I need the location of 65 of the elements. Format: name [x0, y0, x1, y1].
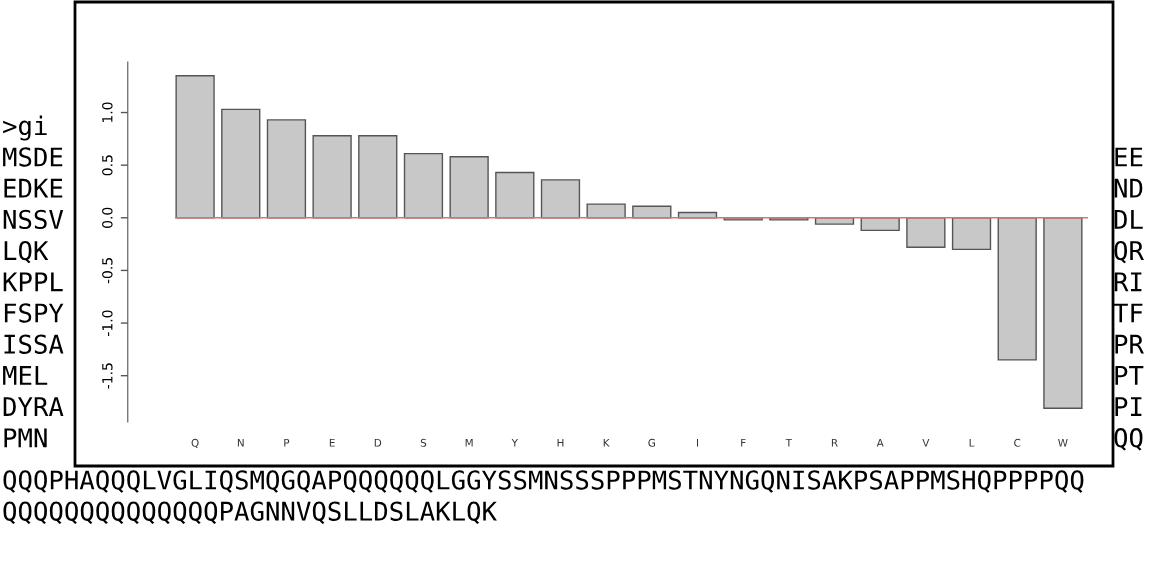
x-tick-label: Y — [511, 438, 519, 447]
x-tick-label: D — [374, 438, 382, 447]
text: FSPY — [4, 303, 64, 323]
x-tick-label: V — [922, 438, 930, 447]
bar — [997, 217, 1037, 361]
x-tick-label: A — [876, 438, 884, 447]
x-tick-label: W — [1058, 438, 1068, 447]
x-tick-label: C — [1014, 438, 1021, 447]
bar — [403, 152, 444, 219]
x-tick-label: T — [785, 438, 793, 447]
text: QQQQQQQQQQQQQQPAGNNVQSLLDSLAKLQK — [3, 501, 497, 524]
y-tick-label: 1.0 — [102, 102, 113, 123]
bar — [358, 134, 398, 219]
text: NSSV — [3, 209, 64, 230]
bar — [312, 134, 352, 219]
text: ND — [1114, 178, 1143, 198]
x-tick-label: E — [329, 438, 335, 447]
text: TF — [1113, 303, 1143, 323]
text: LQK — [4, 240, 49, 264]
x-tick-label: L — [969, 438, 975, 447]
bar — [266, 119, 307, 219]
bar — [449, 156, 489, 219]
y-tick-label: 0.0 — [102, 207, 113, 228]
y-tick-label: -1.5 — [102, 363, 113, 389]
x-tick-label: H — [557, 438, 564, 447]
bar — [495, 171, 535, 219]
text: QQ — [1114, 428, 1143, 451]
text: >gi — [3, 115, 47, 141]
text: ISSA — [4, 334, 64, 354]
text: EDKE — [4, 178, 63, 198]
bar — [175, 74, 215, 219]
text: QQQPHAQQQLVGLIQSMQGQAPQQQQQQLGGYSSMNSSSPPPMSTNYNGQNISAKPSAPPMSHQPPPPQQ — [3, 470, 1084, 493]
text: PI — [1115, 397, 1142, 416]
bar — [860, 217, 900, 232]
text: DL — [1114, 210, 1143, 229]
x-tick-label: I — [696, 438, 699, 447]
text: MSDE — [3, 147, 63, 167]
x-tick-label: P — [284, 438, 290, 447]
x-tick-label: G — [648, 438, 656, 447]
text: MEL — [3, 366, 48, 385]
bar — [540, 179, 581, 219]
x-tick-label: Q — [191, 438, 199, 448]
y-tick-label: -0.5 — [102, 258, 113, 284]
x-tick-label: R — [831, 438, 838, 447]
y-tick-label: 0.5 — [102, 155, 113, 176]
bar — [951, 217, 992, 251]
text: PMN — [4, 428, 47, 448]
x-tick-label: K — [603, 438, 610, 447]
bar — [814, 217, 855, 225]
bar — [221, 108, 261, 219]
text: PR — [1115, 334, 1144, 354]
bar — [586, 203, 626, 219]
text: QR — [1114, 240, 1144, 264]
y-tick-label: -1.0 — [102, 310, 113, 336]
x-tick-label: F — [741, 438, 746, 447]
bar — [1043, 217, 1083, 410]
text: PT — [1115, 366, 1144, 385]
text: KPPL — [3, 272, 63, 292]
bar — [906, 217, 946, 248]
x-tick-label: S — [420, 438, 427, 447]
x-tick-label: M — [465, 438, 473, 447]
text: DYRA — [3, 397, 64, 416]
x-tick-label: N — [237, 438, 244, 447]
text: EE — [1115, 147, 1143, 167]
text: RI — [1114, 272, 1142, 292]
